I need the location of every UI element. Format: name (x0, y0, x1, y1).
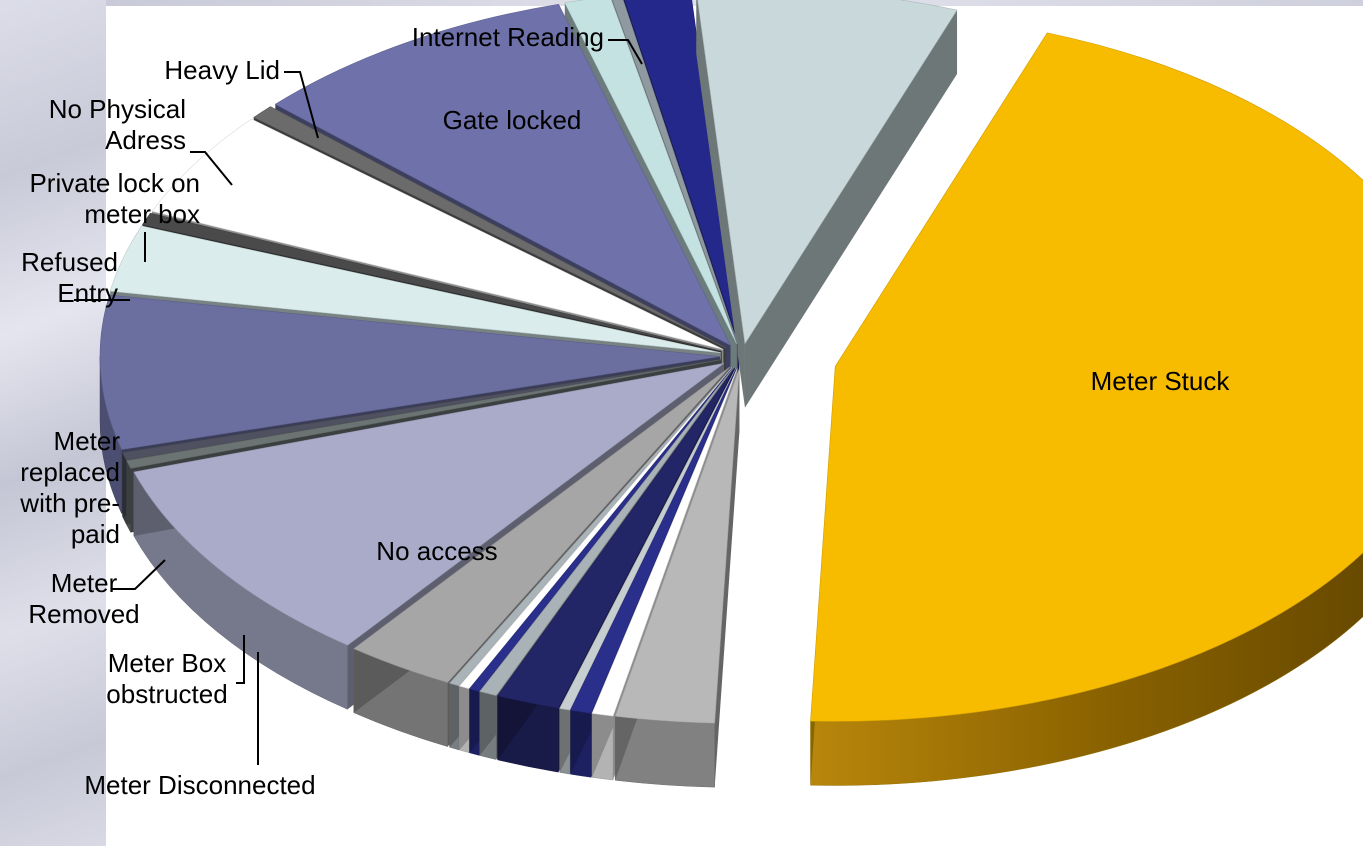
label-gate-locked: Gate locked (443, 105, 582, 135)
label-meter-disconnected: Meter Disconnected (84, 770, 315, 800)
slice-top (99, 294, 721, 450)
leader-internet-reading (608, 39, 643, 65)
label-line: No access (376, 536, 497, 566)
label-line: Removed (28, 599, 139, 629)
slice-top (109, 225, 721, 353)
slice-top (274, 3, 732, 347)
leader-meter-removed (112, 559, 166, 590)
slice-meter-stuck (810, 32, 1363, 786)
label-meter-box-obstructed: Meter Box obstructed (106, 648, 227, 709)
leader-heavy-lid (284, 71, 319, 139)
slice-top (564, 0, 737, 344)
label-line: with pre- (19, 488, 120, 518)
slice-top (497, 367, 735, 709)
slice-top (253, 106, 726, 348)
label-private-lock-on-meter-box: Private lock on meter box (29, 168, 200, 229)
label-line: replaced (20, 457, 120, 487)
slice-top (133, 362, 725, 646)
label-line: No Physical (49, 94, 186, 124)
label-line: Meter Box (108, 648, 227, 678)
label-heavy-lid: Heavy Lid (164, 55, 280, 85)
label-meter-replaced-with-pre-paid: Meter replaced with pre-paid (19, 426, 120, 549)
label-line: Adress (105, 125, 186, 155)
slice-top (353, 366, 731, 683)
slide-background-strip (0, 0, 106, 846)
label-internet-reading: Internet Reading (412, 22, 604, 52)
slice-top (126, 359, 722, 469)
label-no-physical-adress: No Physical Adress (49, 94, 186, 155)
slice-top (624, 0, 740, 344)
slice-top (151, 118, 724, 350)
label-meter-stuck: Meter Stuck (1091, 366, 1231, 396)
slice-top (810, 32, 1363, 722)
label-line: Heavy Lid (164, 55, 280, 85)
slice-top (614, 368, 740, 724)
slice-top (591, 368, 738, 717)
label-line: Private lock on (29, 168, 200, 198)
slice-top (448, 367, 733, 687)
slice-wall (714, 368, 740, 788)
slice-top (479, 367, 734, 696)
label-line: Meter (51, 568, 118, 598)
label-line: paid (71, 519, 120, 549)
label-line: Refused (21, 247, 118, 277)
label-line: Gate locked (443, 105, 582, 135)
label-no-access: No access (376, 536, 497, 566)
label-line: Entry (57, 278, 118, 308)
slice-slice-1 (614, 368, 740, 788)
slice-top (570, 368, 737, 714)
pie-slices (99, 0, 1363, 788)
label-meter-removed: Meter Removed (28, 568, 139, 629)
label-line: Internet Reading (412, 22, 604, 52)
label-line: obstructed (106, 679, 227, 709)
label-line: Meter Disconnected (84, 770, 315, 800)
slice-top (141, 212, 722, 352)
pie-labels: Meter Stuck No access Gate locked Internet … (19, 22, 1230, 800)
slice-no-access (696, 0, 958, 408)
label-line: Meter Stuck (1091, 366, 1231, 396)
slice-top (697, 0, 958, 345)
leader-meter-box-obstructed (236, 635, 245, 684)
slice-wall (744, 9, 958, 408)
slice-top (458, 367, 733, 690)
label-line: Meter (54, 426, 121, 456)
label-line: meter box (84, 199, 200, 229)
leader-no-physical-adress (190, 151, 233, 186)
slice-top (468, 367, 734, 692)
slice-wall (696, 0, 745, 408)
label-leader-lines (74, 39, 643, 765)
slice-top (122, 359, 721, 461)
slice-top (559, 367, 737, 711)
label-refused-entry: Refused Entry (21, 247, 118, 308)
